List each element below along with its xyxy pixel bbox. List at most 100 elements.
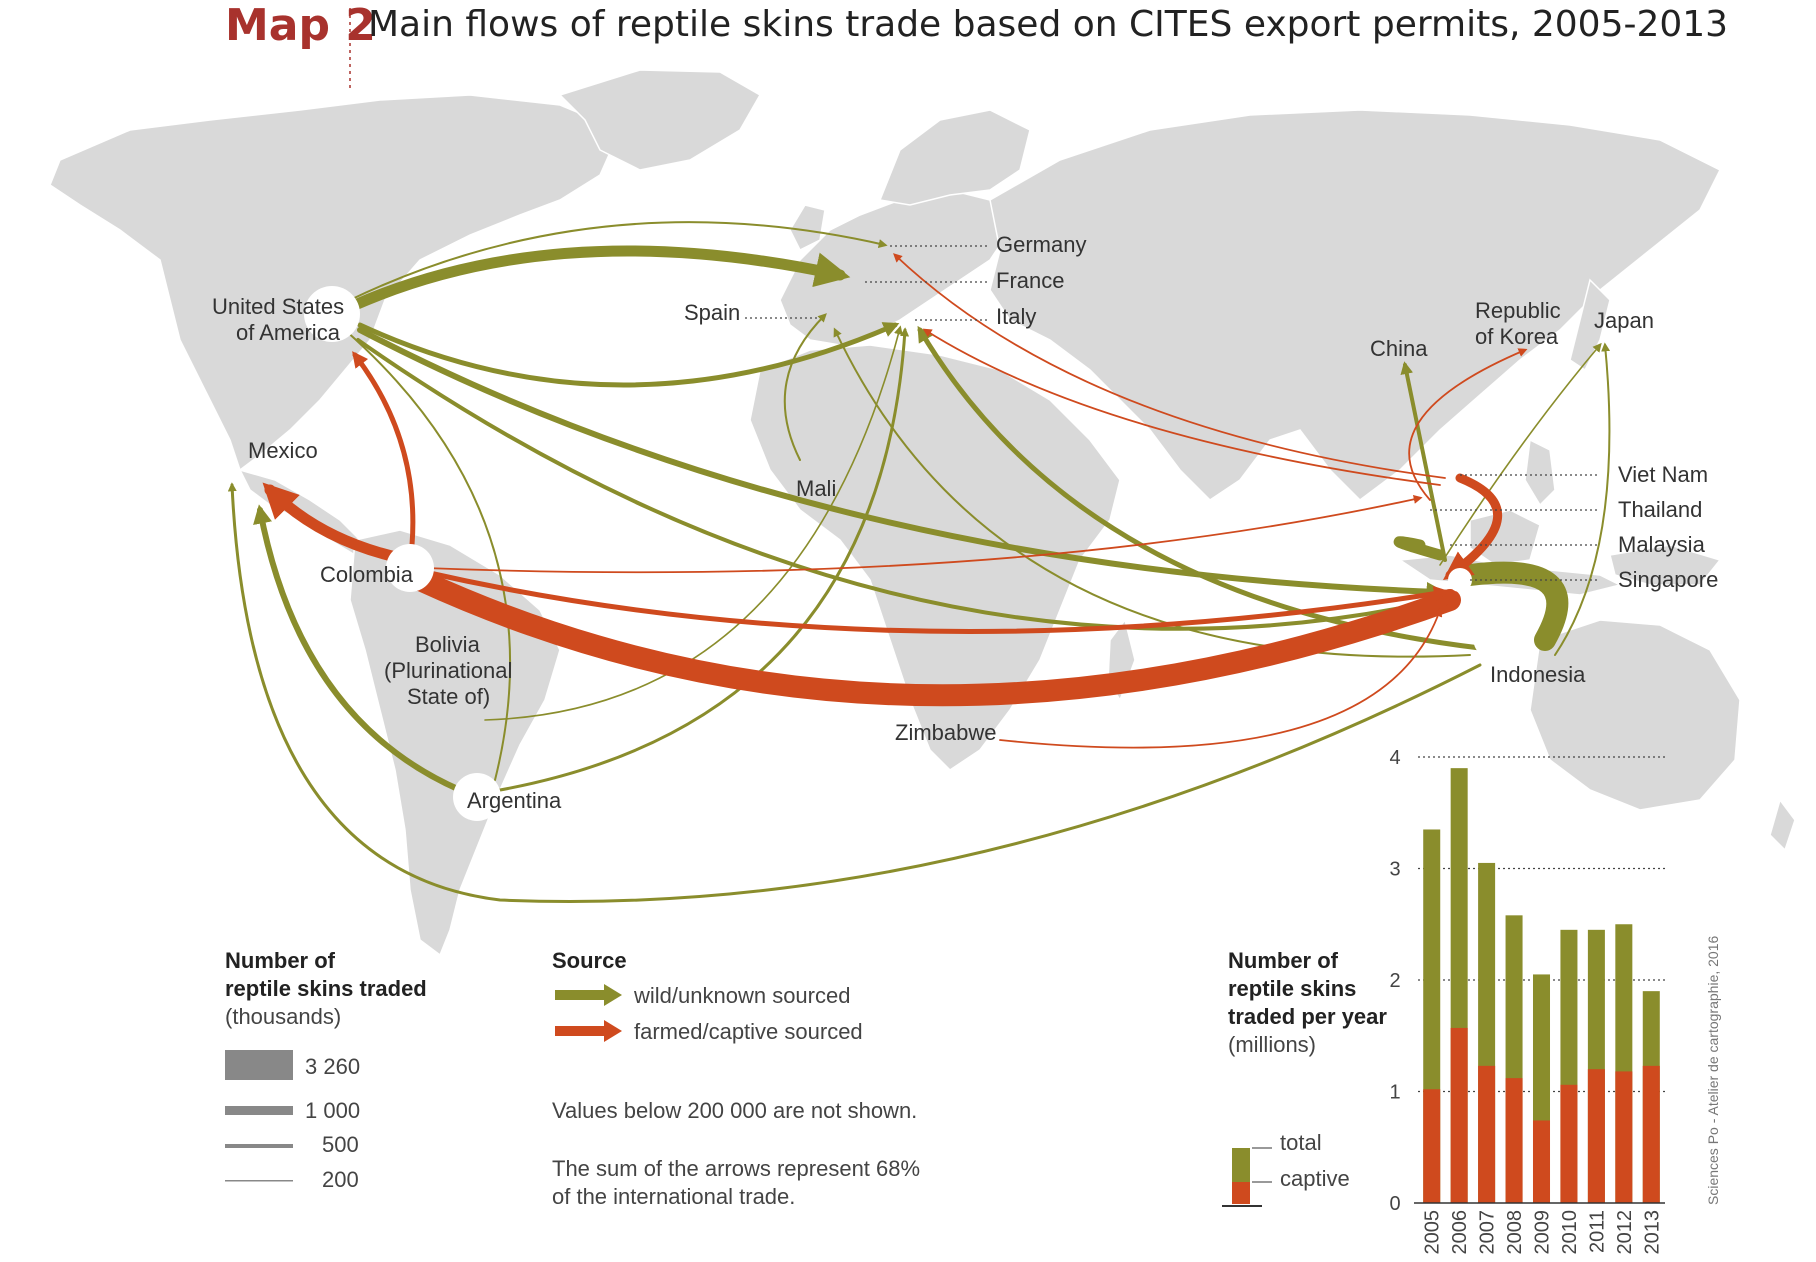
chart-unit: (millions) xyxy=(1228,1032,1316,1057)
chart-y-tick-label: 1 xyxy=(1389,1082,1400,1104)
map-number-label: Map 2 xyxy=(225,0,376,51)
map-title-text: Main flows of reptile skins trade based … xyxy=(368,4,1728,45)
flow-zimbabwe-singapore xyxy=(999,607,1443,749)
flow-usa-singapore-2 xyxy=(356,338,1444,631)
colombia-node xyxy=(386,544,434,592)
new-guinea-landmass xyxy=(1609,544,1722,586)
chart-y-tick-label: 0 xyxy=(1389,1193,1400,1215)
label-italy: Italy xyxy=(996,304,1036,329)
flow-indonesia-argentina-mexico xyxy=(227,482,1482,903)
europe-landmass xyxy=(779,189,1011,346)
philippines-landmass xyxy=(1524,438,1556,507)
label-japan: Japan xyxy=(1594,308,1654,333)
flow-usa-singapore-1 xyxy=(357,327,1446,602)
uk-landmass xyxy=(789,204,826,252)
flow-thailand-korea xyxy=(1408,348,1528,501)
flow-colombia-mexico xyxy=(262,482,406,564)
legend-size-label-3260: 3 260 xyxy=(305,1054,360,1079)
legend-size: Number of reptile skins traded (thousand… xyxy=(225,948,427,1192)
flow-singapore-japan xyxy=(1439,342,1602,566)
flow-indonesia-japan xyxy=(1554,342,1611,656)
country-nodes xyxy=(304,286,1517,821)
legend-source-heading: Source xyxy=(552,948,627,973)
legend-size-heading-1: Number of xyxy=(225,948,336,973)
chart-bar-captive xyxy=(1423,1089,1441,1203)
label-usa-2: of America xyxy=(236,320,341,345)
chart-x-tick-label: 2009 xyxy=(1532,1210,1554,1255)
chart-x-tick-label: 2013 xyxy=(1641,1210,1663,1255)
chart-bar-captive xyxy=(1450,1027,1468,1203)
legend-size-swatch-500 xyxy=(225,1144,293,1148)
legend-wild-label: wild/unknown sourced xyxy=(633,983,850,1008)
chart-y-tick-label: 4 xyxy=(1389,747,1400,769)
chart-x-tick-label: 2011 xyxy=(1586,1210,1608,1253)
new-zealand-landmass xyxy=(1769,798,1796,852)
flow-colombia-singapore-main xyxy=(409,569,1461,707)
scandinavia-landmass xyxy=(878,109,1031,206)
flow-colombia-thailand xyxy=(424,494,1423,574)
japan-landmass xyxy=(1569,278,1611,372)
legend-size-swatch-1000 xyxy=(225,1106,293,1115)
borneo-landmass xyxy=(1469,509,1541,566)
legend-captive-label: farmed/captive sourced xyxy=(634,1019,863,1044)
flow-vietnam-singapore xyxy=(1442,473,1503,581)
flow-argentina-italy xyxy=(498,327,910,792)
flow-indonesia-china xyxy=(1400,361,1447,562)
flow-colombia-usa xyxy=(352,351,416,548)
usa-node xyxy=(304,286,360,342)
chart-bar-captive xyxy=(1532,1120,1551,1203)
legend-source: Source wild/unknown sourced farmed/capti… xyxy=(552,948,920,1209)
indonesia-node xyxy=(1473,616,1517,660)
flow-malaysia-loop xyxy=(1393,536,1446,561)
legend-size-label-500: 500 xyxy=(322,1132,359,1157)
flow-argentina-mexico xyxy=(253,504,463,793)
map-title: Map 2 Main flows of reptile skins trade … xyxy=(225,0,1728,92)
label-france: France xyxy=(996,268,1064,293)
chart-legend: Number of reptile skins traded per year … xyxy=(1222,948,1387,1207)
flow-indonesia-loop xyxy=(1459,561,1569,651)
chart-x-tick-label: 2006 xyxy=(1449,1210,1471,1255)
flow-indonesia-italy-2 xyxy=(833,327,1471,658)
legend-size-label-1000: 1 000 xyxy=(305,1098,360,1123)
legend-captive-arrowhead xyxy=(604,1020,622,1042)
label-bolivia-2: (Plurinational xyxy=(384,658,512,683)
flow-usa-italy xyxy=(357,322,900,388)
label-mali: Mali xyxy=(796,476,836,501)
chart-bar-captive xyxy=(1642,1065,1660,1203)
south-america-landmass xyxy=(349,529,561,957)
label-germany: Germany xyxy=(996,232,1086,257)
singapore-node xyxy=(1448,568,1472,592)
chart-x-tick-label: 2007 xyxy=(1477,1210,1499,1255)
flow-mali-spain xyxy=(783,313,827,461)
legend-size-unit: (thousands) xyxy=(225,1004,341,1029)
label-mexico: Mexico xyxy=(248,438,318,463)
label-korea-2: of Korea xyxy=(1475,324,1559,349)
chart-legend-captive-swatch xyxy=(1232,1182,1250,1204)
annual-trade-bar-chart: 0 1 2 3 4 2005 2006 2007 2008 2009 2010 2011 2012 201… xyxy=(1389,747,1665,1255)
chart-heading-2: reptile skins xyxy=(1228,976,1356,1001)
chart-legend-total-label: total xyxy=(1280,1130,1322,1155)
chart-legend-total-swatch xyxy=(1232,1148,1250,1182)
label-china: China xyxy=(1370,336,1428,361)
legend-size-swatch-3260 xyxy=(225,1050,293,1080)
australia-landmass xyxy=(1529,619,1741,811)
label-usa-1: United States xyxy=(212,294,344,319)
chart-y-tick-label: 3 xyxy=(1389,859,1400,881)
chart-bar-captive xyxy=(1478,1065,1496,1203)
legend-size-label-200: 200 xyxy=(322,1167,359,1192)
legend-size-swatch-200 xyxy=(225,1180,293,1182)
chart-bar-captive xyxy=(1587,1069,1605,1203)
map-credit: Sciences Po - Atelier de cartographie, 2… xyxy=(1705,936,1721,1205)
chart-heading-3: traded per year xyxy=(1228,1004,1387,1029)
label-thailand: Thailand xyxy=(1618,497,1702,522)
label-vietnam: Viet Nam xyxy=(1618,462,1708,487)
trade-flows xyxy=(227,221,1611,903)
label-bolivia-3: State of) xyxy=(407,684,490,709)
flow-usa-france xyxy=(349,245,851,311)
label-singapore: Singapore xyxy=(1618,567,1718,592)
chart-bar-captive xyxy=(1615,1071,1633,1203)
label-zimbabwe: Zimbabwe xyxy=(895,720,996,745)
chart-bar-captive xyxy=(1505,1078,1523,1203)
label-bolivia-1: Bolivia xyxy=(415,632,481,657)
legend-note-sum-1: The sum of the arrows represent 68% xyxy=(552,1156,920,1181)
